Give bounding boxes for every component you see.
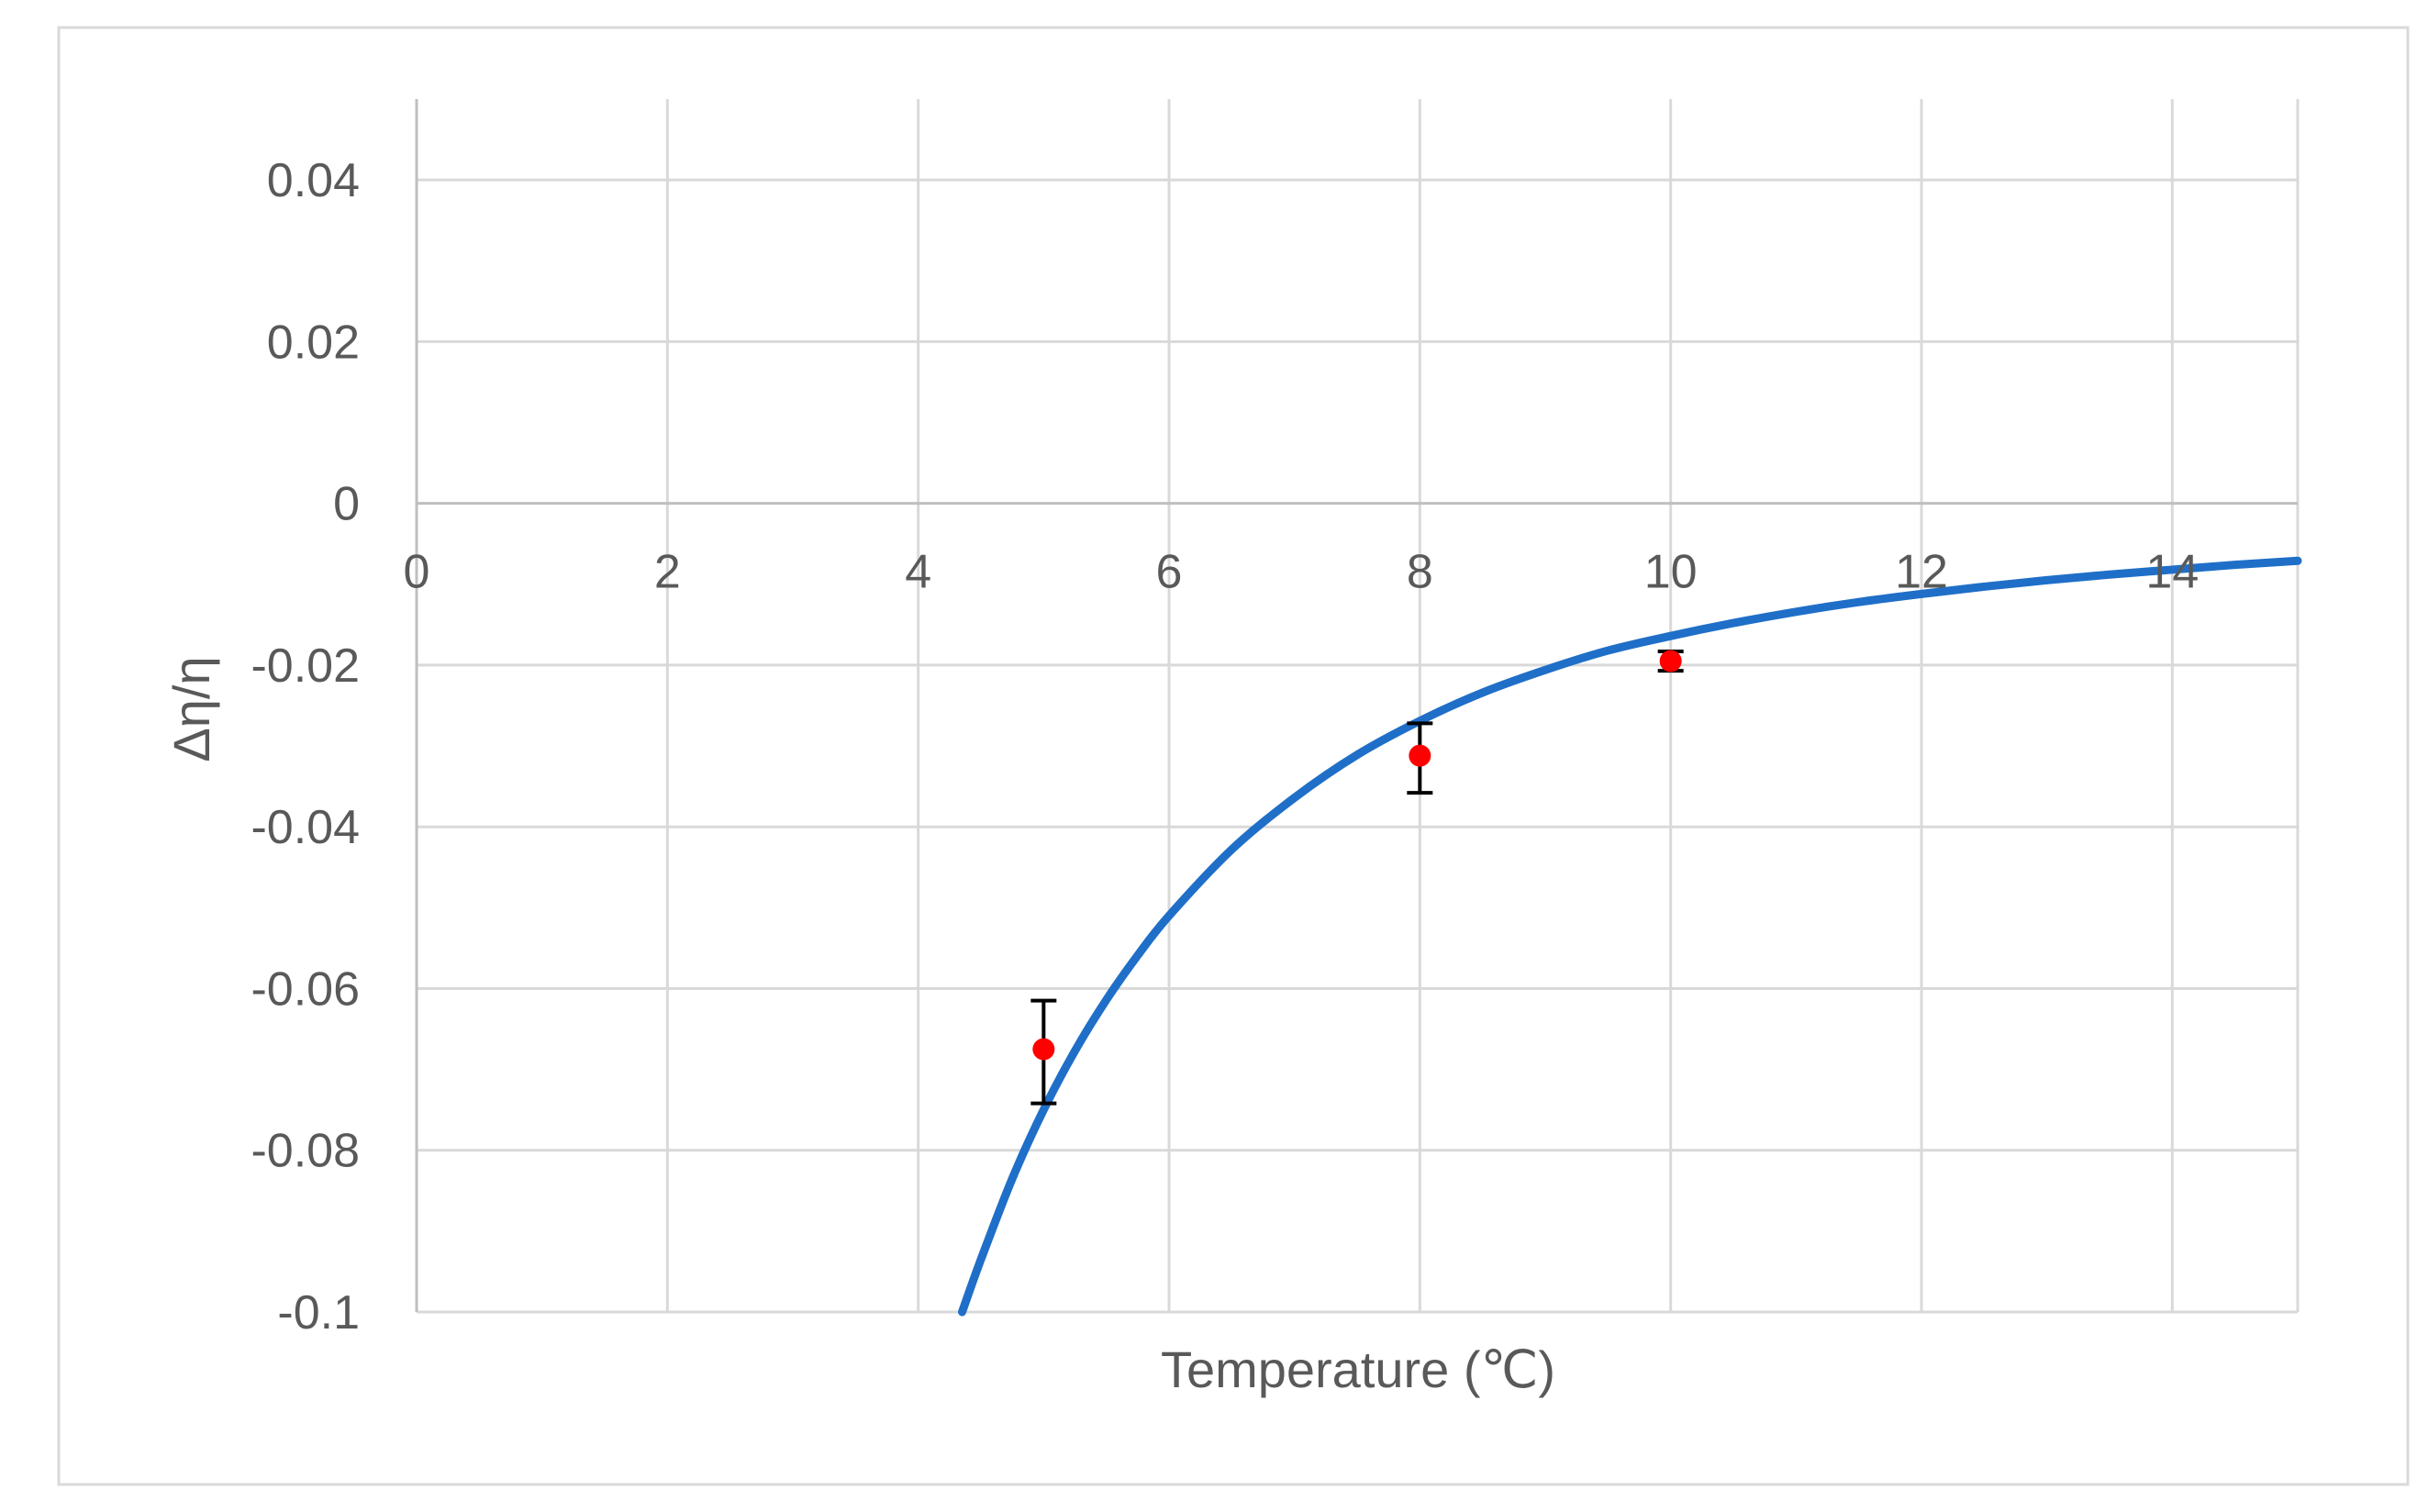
x-tick-label: 12 [1895,546,1948,599]
x-tick-label: 0 [404,546,430,599]
y-tick-label: 0.04 [267,154,360,207]
fit-curve [958,556,2302,1317]
grid-layer [417,99,2300,1314]
chart-border [57,26,2410,1486]
data-point [1032,1038,1055,1061]
x-tick-label: 4 [905,546,931,599]
x-axis-title: Temperature (℃) [1161,1340,1555,1398]
y-tick-label: 0 [333,478,360,531]
x-tick-label: 14 [2145,546,2199,599]
y-axis-title: Δη/η [162,656,220,762]
points-layer [1030,649,1684,1106]
x-tick-label: 6 [1156,546,1183,599]
y-tick-label: -0.08 [251,1125,360,1178]
data-point [1659,650,1682,673]
x-tick-label: 2 [654,546,681,599]
axis-layer [415,99,2298,1312]
x-tick-label: 10 [1644,546,1698,599]
label-layer: 0.04 0.02 0 -0.02 -0.04 -0.06 -0.08 -0.1 0 2 4 6 8 10… [251,154,2199,1340]
curve-layer [958,556,2302,1317]
data-point [1409,744,1431,767]
y-tick-label: -0.02 [251,639,360,693]
data-point-group [1030,998,1057,1106]
data-point-group [1657,649,1684,673]
y-tick-label: -0.04 [251,801,360,854]
x-tick-label: 8 [1407,546,1433,599]
y-tick-label: 0.02 [267,316,360,369]
y-tick-label: -0.06 [251,962,360,1016]
y-tick-label: -0.1 [277,1286,360,1340]
data-point-group [1407,721,1433,795]
